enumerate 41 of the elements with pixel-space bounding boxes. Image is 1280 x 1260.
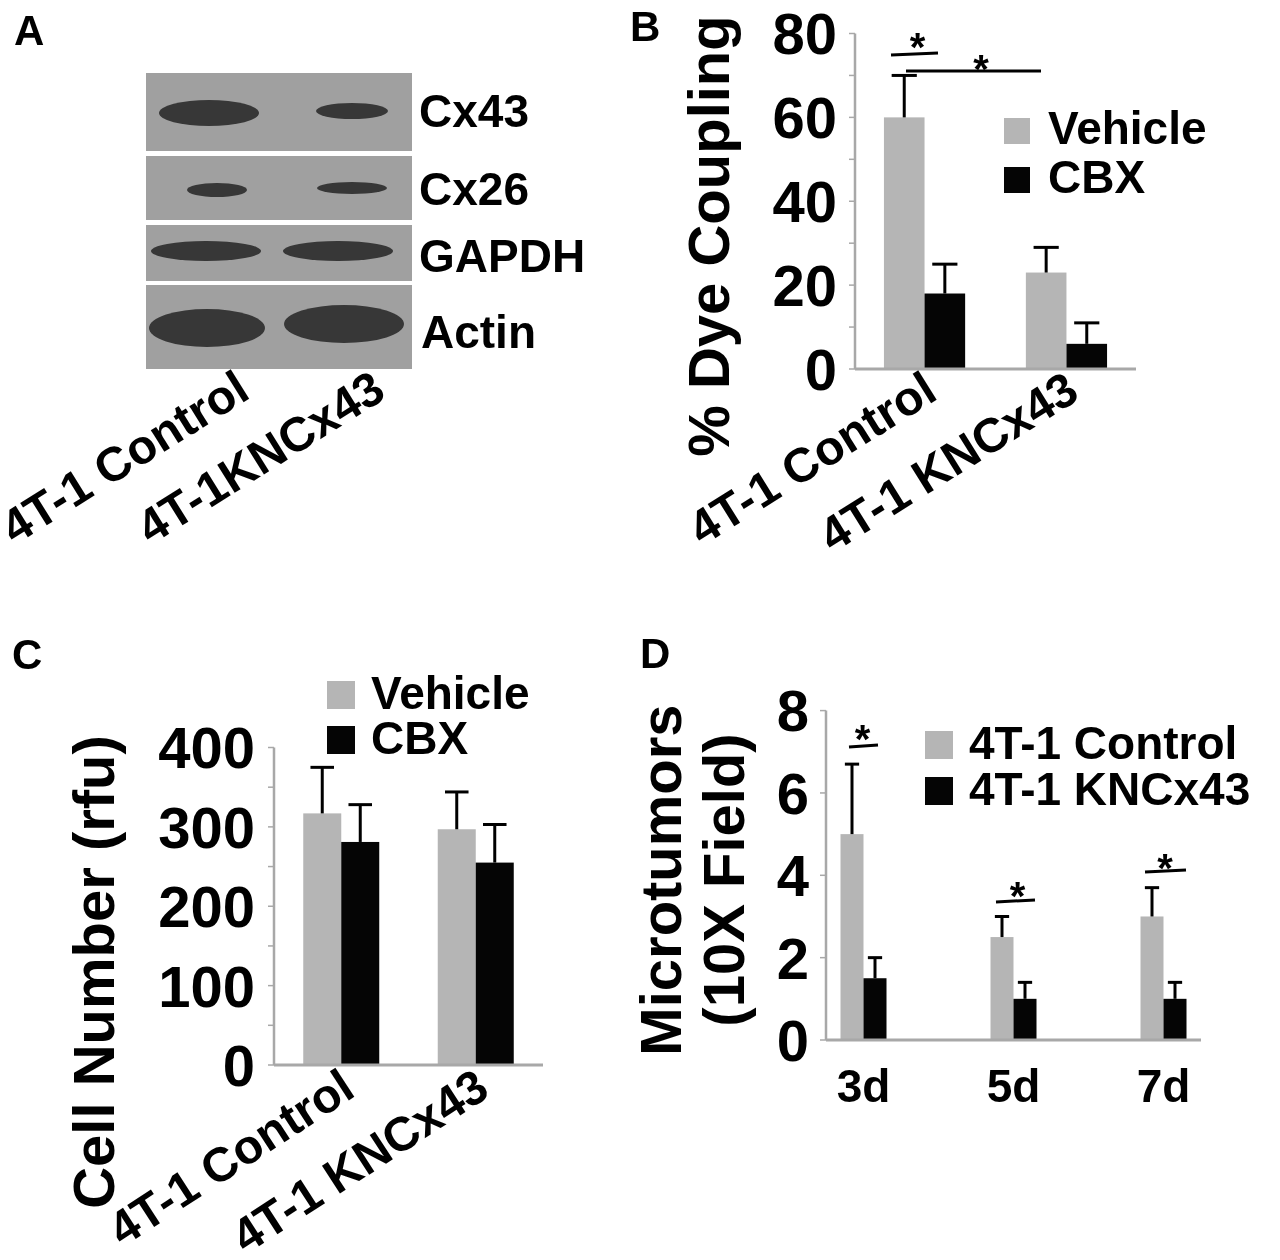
bar <box>1025 272 1067 369</box>
chart-title: C <box>12 631 43 678</box>
annotation: * <box>854 717 871 761</box>
text: Cx26 <box>419 163 529 215</box>
bar <box>840 834 864 1040</box>
legend-label: Vehicle <box>1048 102 1207 154</box>
y-tick-label: 300 <box>158 794 255 860</box>
bar <box>437 829 476 1065</box>
y-tick-label: 60 <box>772 85 837 151</box>
y-tick-label: 20 <box>772 253 837 319</box>
x-tick-label: 5d <box>986 1060 1041 1112</box>
text: Actin <box>421 306 536 358</box>
y-tick-label: 8 <box>776 678 809 744</box>
y-tick-label: 80 <box>772 1 837 67</box>
y-tick-label: 200 <box>158 874 255 940</box>
y-tick-label: 40 <box>772 169 837 235</box>
text: GAPDH <box>419 230 586 282</box>
bar <box>1140 916 1164 1040</box>
x-tick-label: 3d <box>836 1060 891 1112</box>
y-tick-label: 0 <box>776 1007 809 1073</box>
annotation: * <box>909 25 926 69</box>
y-axis-title: Cell Number (rfu) <box>61 735 126 1209</box>
annotation: * <box>1009 874 1026 918</box>
bar <box>883 117 925 369</box>
x-tick-label: 7d <box>1136 1060 1191 1112</box>
text: A <box>14 7 45 54</box>
y-tick-label: 4 <box>776 843 809 909</box>
annotation: * <box>1157 846 1174 890</box>
bar <box>990 937 1014 1040</box>
bar <box>303 813 342 1065</box>
y-tick-label: 6 <box>776 760 809 826</box>
text: Cx43 <box>419 85 529 137</box>
legend-label: CBX <box>1048 151 1146 203</box>
y-axis-title: % Dye Coupling <box>676 15 741 457</box>
y-tick-label: 2 <box>776 925 809 991</box>
y-tick-label: 400 <box>158 715 255 781</box>
chart-title: B <box>630 3 661 50</box>
annotation: * <box>973 47 990 91</box>
y-tick-label: 100 <box>158 953 255 1019</box>
chart-title: D <box>640 630 671 677</box>
y-axis-title: Microtumors (10X Field) <box>628 704 756 1056</box>
